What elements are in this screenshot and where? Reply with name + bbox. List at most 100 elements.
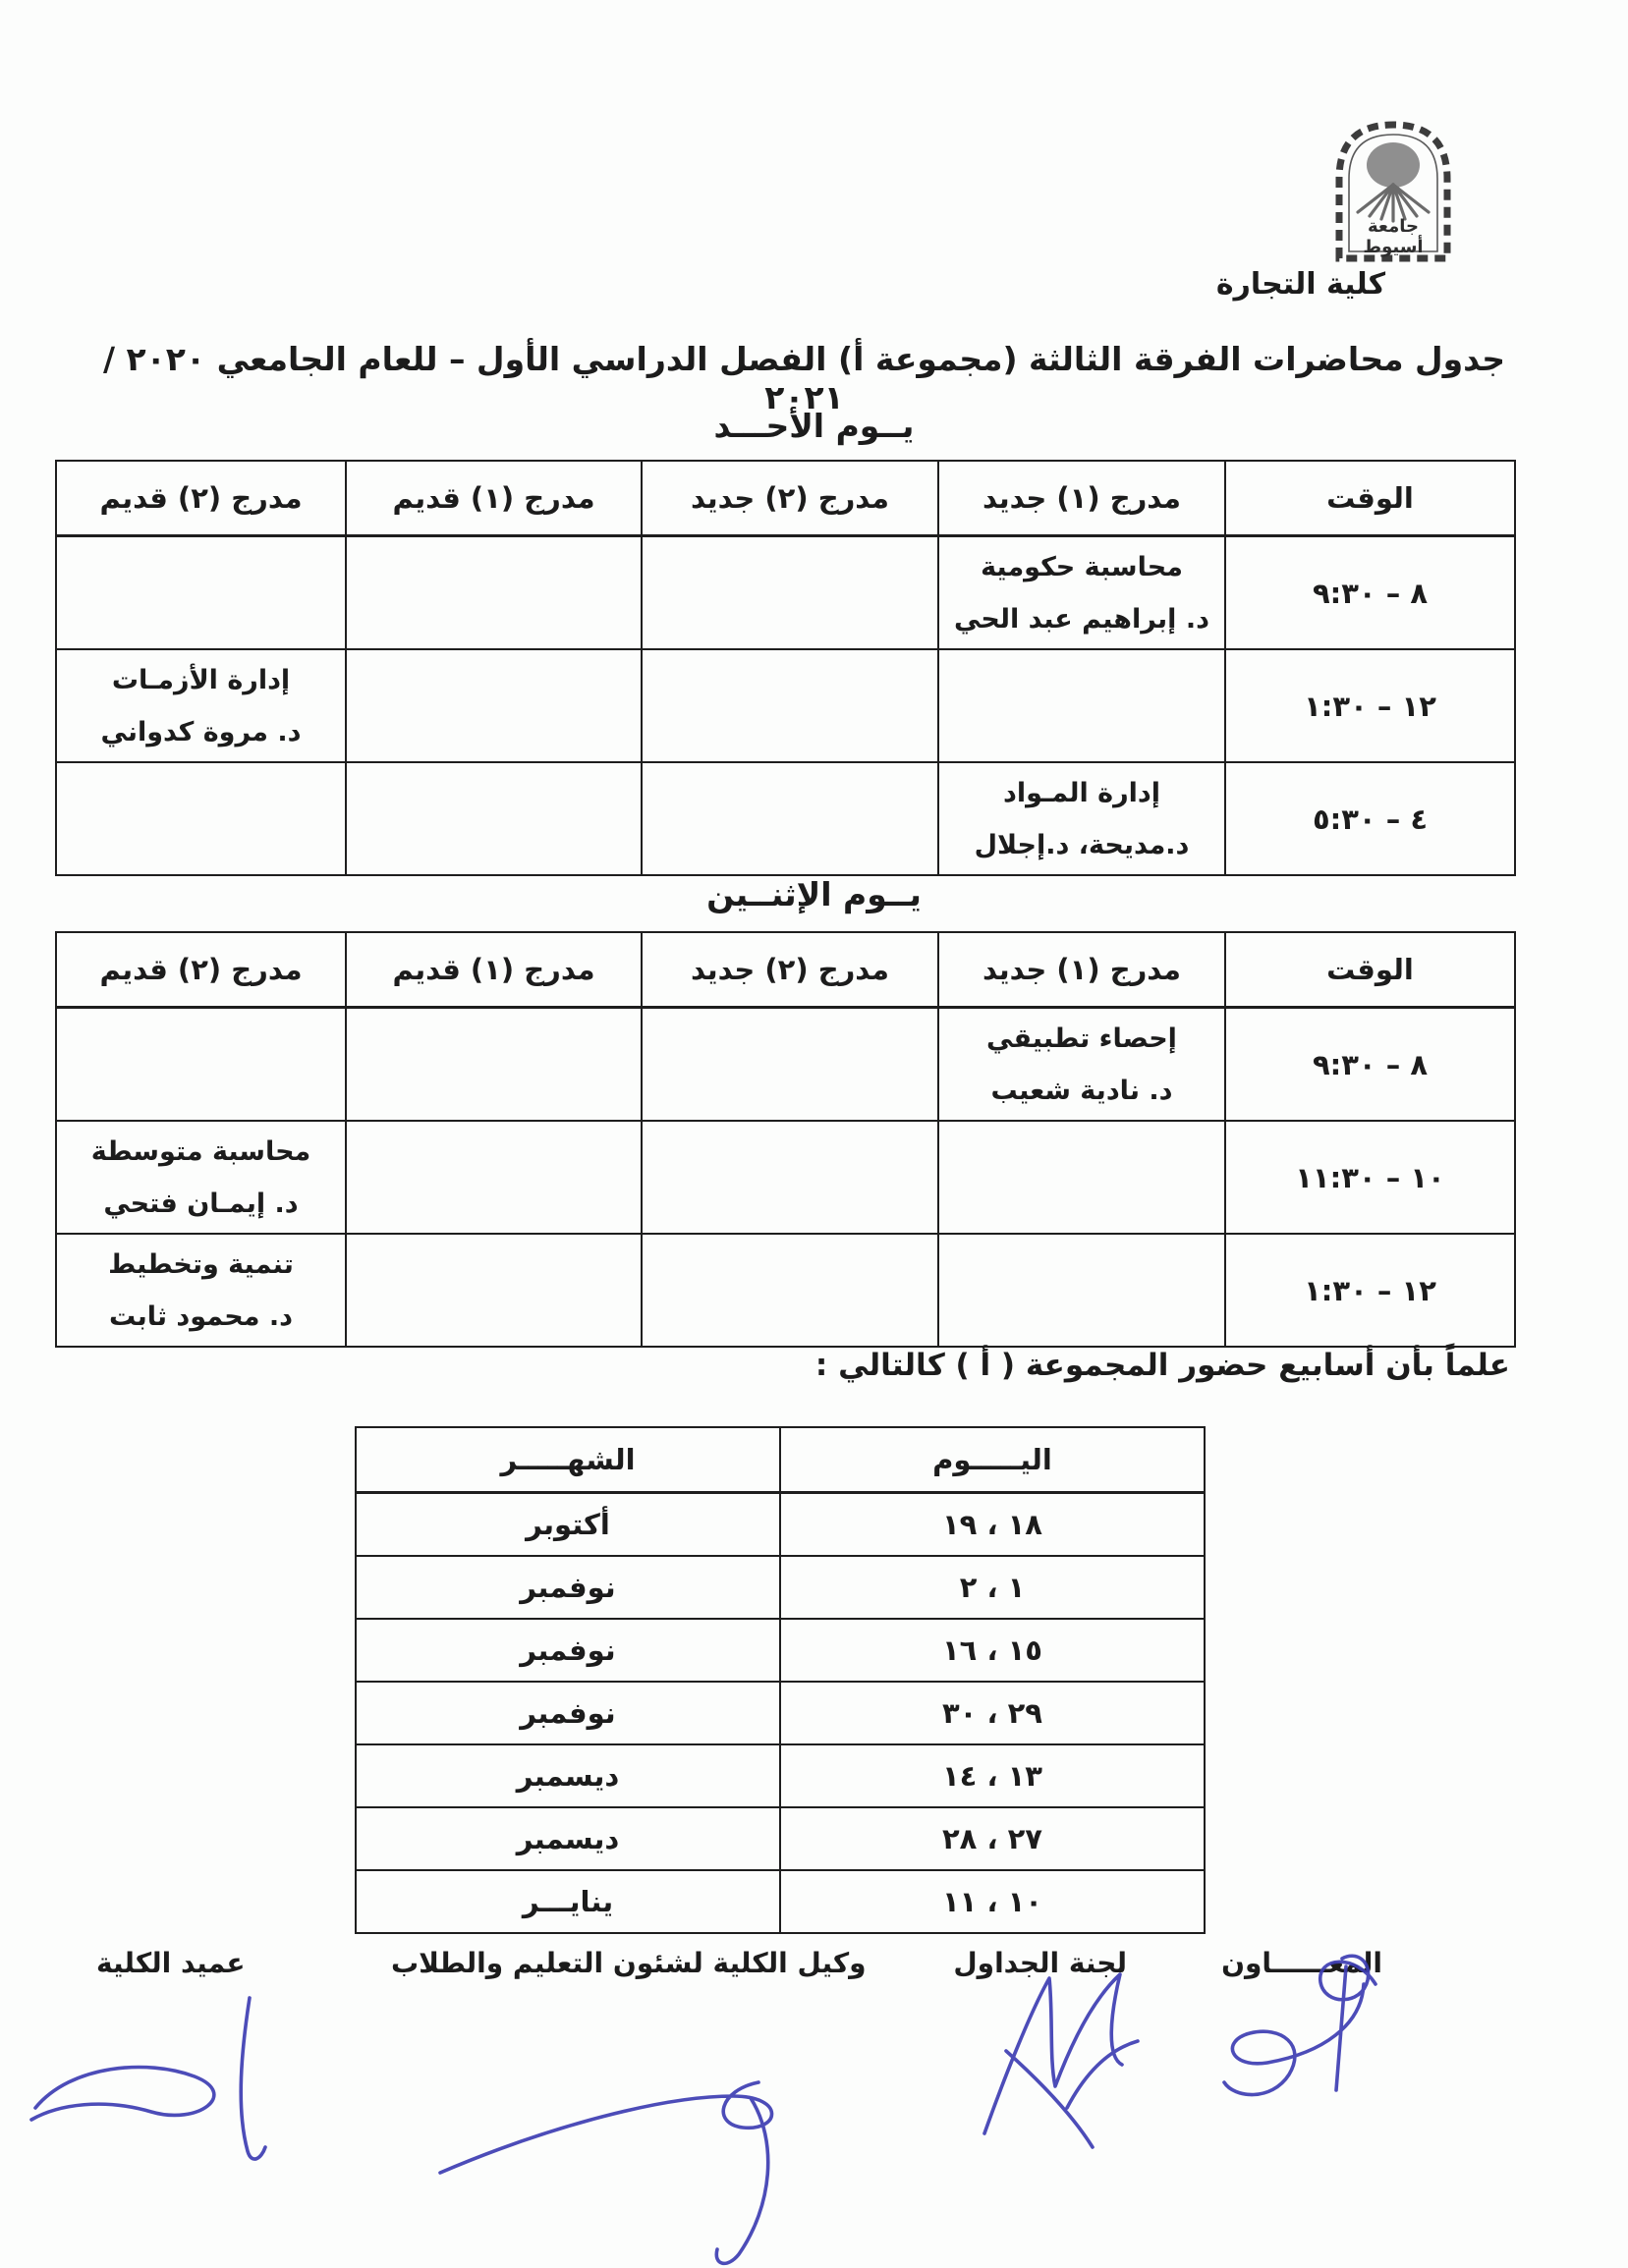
lecturer-name: د. إبراهيم عبد الحي (954, 604, 1209, 636)
schedule-cell: تنمية وتخطيط د. محمود ثابت (55, 1233, 347, 1348)
schedule-cell (641, 1233, 939, 1348)
lecturer-name: د. إيمـان فتحي (103, 1189, 299, 1220)
col-header-time: الوقت (1224, 931, 1516, 1009)
monday-heading: يــوم الإثنــين (706, 875, 922, 913)
col-header-hall2-old: مدرج (٢) قديم (55, 460, 347, 537)
schedule-cell (55, 761, 347, 876)
signature-label-assistant: المعــــــاون (1221, 1947, 1382, 1979)
attendance-month: ديسمبر (355, 1806, 781, 1871)
schedule-cell (937, 1120, 1226, 1235)
schedule-cell (641, 1006, 939, 1122)
table-row: ٢٩ ، ٣٠ نوفمبر (355, 1681, 1206, 1745)
col-header-hall2-new: مدرج (٢) جديد (641, 931, 939, 1009)
course-name: إدارة الأزمـات (111, 665, 291, 695)
attendance-days: ١٣ ، ١٤ (779, 1743, 1206, 1808)
col-header-month: الشهـــــر (355, 1426, 781, 1494)
logo-sun-rays (1356, 183, 1431, 223)
table-row: ٤ – ٥:٣٠ إدارة المـواد د.مديحة، د.إجلال (55, 761, 1516, 876)
signatures-ink-layer (29, 1954, 1377, 2266)
col-header-hall1-old: مدرج (١) قديم (345, 931, 643, 1009)
time-slot: ٨ – ٩:٣٠ (1224, 534, 1516, 650)
schedule-cell (345, 1120, 643, 1235)
attendance-weeks-table: اليـــــوم الشهـــــر ١٨ ، ١٩ أكتوبر ١ ،… (355, 1426, 1206, 1934)
schedule-cell (641, 761, 939, 876)
logo-arch-border (1335, 121, 1451, 262)
col-header-hall1-old: مدرج (١) قديم (345, 460, 643, 537)
schedules-committee-signature (982, 1972, 1140, 2149)
table-row: ١٠ – ١١:٣٠ محاسبة متوسطة د. إيمـان فتحي (55, 1120, 1516, 1235)
table-row: ١٠ ، ١١ ينايـــر (355, 1869, 1206, 1934)
schedule-cell (641, 648, 939, 763)
sunday-schedule-table: الوقت مدرج (١) جديد مدرج (٢) جديد مدرج (… (55, 460, 1516, 876)
lecturer-name: د. نادية شعيب (990, 1076, 1173, 1107)
table-row: ٨ – ٩:٣٠ إحصاء تطبيقي د. نادية شعيب (55, 1006, 1516, 1122)
lecturer-name: د. محمود ثابت (109, 1301, 293, 1333)
table-row: ١٢ – ١:٣٠ إدارة الأزمـات د. مروة كدواني (55, 648, 1516, 763)
attendance-month: ديسمبر (355, 1743, 781, 1808)
attendance-month: أكتوبر (355, 1491, 781, 1557)
table-row: ٢٧ ، ٢٨ ديسمبر (355, 1806, 1206, 1871)
schedule-cell (345, 761, 643, 876)
logo-text-university: جامعة (1368, 216, 1419, 237)
schedule-cell (55, 534, 347, 650)
table-row: ١٨ ، ١٩ أكتوبر (355, 1491, 1206, 1557)
attendance-days: ١ ، ٢ (779, 1555, 1206, 1620)
schedule-cell: إدارة المـواد د.مديحة، د.إجلال (937, 761, 1226, 876)
time-slot: ١٢ – ١:٣٠ (1224, 1233, 1516, 1348)
course-name: تنمية وتخطيط (108, 1249, 294, 1280)
col-header-day: اليـــــوم (779, 1426, 1206, 1494)
schedule-cell (55, 1006, 347, 1122)
schedule-cell (937, 1233, 1226, 1348)
time-slot: ٤ – ٥:٣٠ (1224, 761, 1516, 876)
attendance-note: علماً بأن أسابيع حضور المجموعة ( أ ) كال… (814, 1348, 1510, 1383)
table-row: ١ ، ٢ نوفمبر (355, 1555, 1206, 1620)
table-row: ٨ – ٩:٣٠ محاسبة حكومية د. إبراهيم عبد ال… (55, 534, 1516, 650)
attendance-month: نوفمبر (355, 1618, 781, 1683)
schedule-cell: إحصاء تطبيقي د. نادية شعيب (937, 1006, 1226, 1122)
attendance-month: ينايـــر (355, 1869, 781, 1934)
attendance-days: ١٠ ، ١١ (779, 1869, 1206, 1934)
schedule-cell (641, 1120, 939, 1235)
signature-label-schedules-committee: لجنة الجداول (953, 1947, 1127, 1979)
time-slot: ٨ – ٩:٣٠ (1224, 1006, 1516, 1122)
time-slot: ١٢ – ١:٣٠ (1224, 648, 1516, 763)
table-row: ١٢ – ١:٣٠ تنمية وتخطيط د. محمود ثابت (55, 1233, 1516, 1348)
schedule-cell (345, 648, 643, 763)
sunday-heading: يــوم الأحـــد (713, 407, 915, 445)
schedule-cell (937, 648, 1226, 763)
attendance-days: ٢٩ ، ٣٠ (779, 1681, 1206, 1745)
lecturer-name: د.مديحة، د.إجلال (974, 830, 1190, 861)
table-row: ١٥ ، ١٦ نوفمبر (355, 1618, 1206, 1683)
university-logo: جامعة أسيوط (1335, 121, 1451, 262)
col-header-hall1-new: مدرج (١) جديد (937, 460, 1226, 537)
signature-label-dean: عميد الكلية (96, 1947, 246, 1979)
dean-signature (29, 1996, 267, 2161)
attendance-days: ١٨ ، ١٩ (779, 1491, 1206, 1557)
table-header-row: اليـــــوم الشهـــــر (355, 1426, 1206, 1494)
col-header-hall1-new: مدرج (١) جديد (937, 931, 1226, 1009)
lecturer-name: د. مروة كدواني (100, 717, 302, 748)
attendance-month: نوفمبر (355, 1555, 781, 1620)
course-name: إحصاء تطبيقي (986, 1023, 1177, 1054)
table-header-row: الوقت مدرج (١) جديد مدرج (٢) جديد مدرج (… (55, 931, 1516, 1009)
schedule-cell: محاسبة حكومية د. إبراهيم عبد الحي (937, 534, 1226, 650)
schedule-cell: محاسبة متوسطة د. إيمـان فتحي (55, 1120, 347, 1235)
schedule-cell: إدارة الأزمـات د. مروة كدواني (55, 648, 347, 763)
signature-label-vice-dean: وكيل الكلية لشئون التعليم والطلاب (391, 1947, 867, 1979)
col-header-hall2-old: مدرج (٢) قديم (55, 931, 347, 1009)
logo-sun (1367, 142, 1420, 188)
page-title: جدول محاضرات الفرقة الثالثة (مجموعة أ) ا… (102, 340, 1506, 416)
faculty-name: كلية التجارة (1215, 267, 1386, 302)
vice-dean-signature (438, 2080, 774, 2266)
schedule-cell (345, 534, 643, 650)
monday-schedule-table: الوقت مدرج (١) جديد مدرج (٢) جديد مدرج (… (55, 931, 1516, 1348)
attendance-month: نوفمبر (355, 1681, 781, 1745)
assistant-signature (1222, 1954, 1377, 2097)
attendance-days: ١٥ ، ١٦ (779, 1618, 1206, 1683)
course-name: إدارة المـواد (1002, 778, 1160, 808)
course-name: محاسبة متوسطة (90, 1136, 311, 1167)
schedule-cell (345, 1006, 643, 1122)
logo-arch-inner (1348, 134, 1438, 252)
table-header-row: الوقت مدرج (١) جديد مدرج (٢) جديد مدرج (… (55, 460, 1516, 537)
table-row: ١٣ ، ١٤ ديسمبر (355, 1743, 1206, 1808)
